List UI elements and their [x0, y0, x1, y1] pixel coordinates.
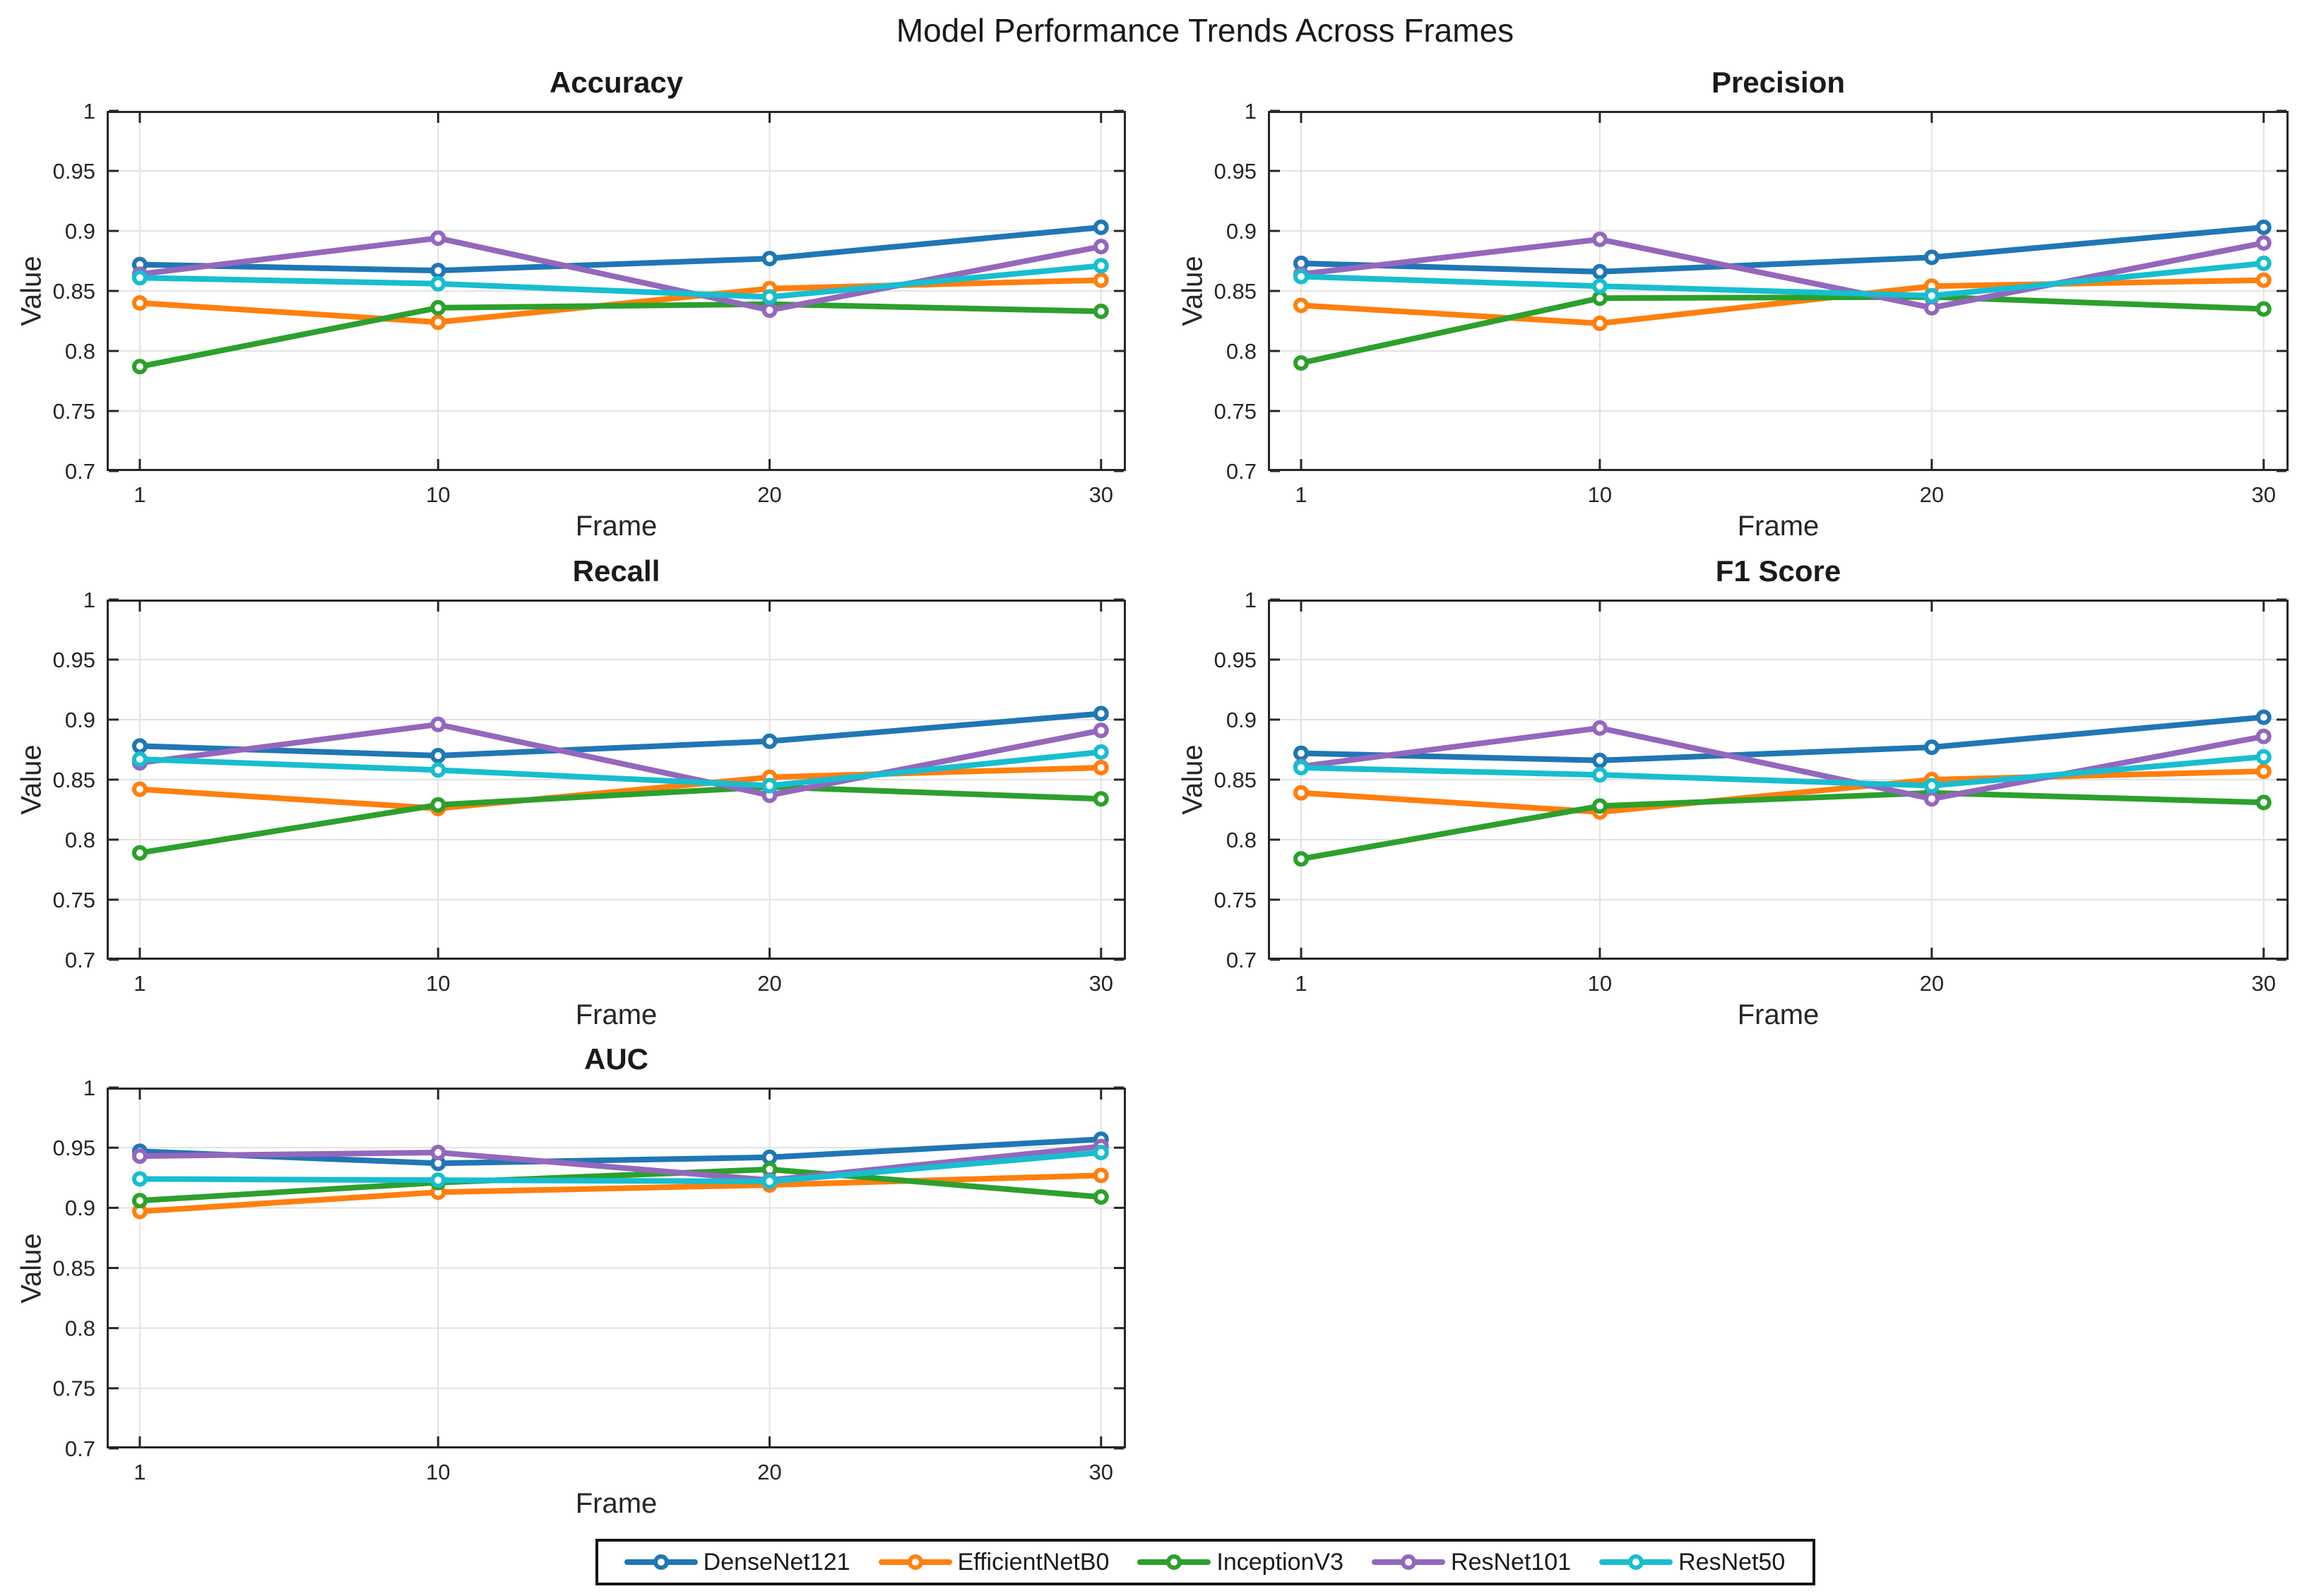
svg-text:1: 1 — [1245, 588, 1257, 612]
svg-text:0.85: 0.85 — [53, 1256, 95, 1280]
subplot-title-precision: Precision — [1711, 66, 1846, 99]
svg-text:30: 30 — [1089, 482, 1113, 507]
legend-item-inceptionv3: InceptionV3 — [1137, 1548, 1344, 1576]
svg-text:1: 1 — [83, 1076, 95, 1100]
svg-text:0.7: 0.7 — [65, 948, 95, 972]
legend-item-resnet50: ResNet50 — [1599, 1548, 1786, 1576]
svg-text:10: 10 — [426, 971, 450, 996]
figure-title: Model Performance Trends Across Frames — [896, 12, 1514, 49]
svg-text:20: 20 — [1920, 482, 1944, 507]
svg-text:0.85: 0.85 — [53, 279, 95, 304]
legend-label: ResNet101 — [1451, 1548, 1572, 1576]
svg-text:0.95: 0.95 — [1214, 648, 1257, 672]
svg-text:0.95: 0.95 — [53, 648, 95, 672]
subplot-auc: AUC Value 0.7 0.75 0.8 0.85 0.9 0.95 1 1 10 20 30 … — [16, 1042, 1126, 1519]
y-axis-label: Value — [1177, 256, 1209, 326]
plot-area-accuracy: 0.7 0.75 0.8 0.85 0.9 0.95 1 1 10 20 30 — [53, 99, 1126, 507]
svg-text:30: 30 — [2252, 482, 2276, 507]
svg-text:0.85: 0.85 — [1214, 279, 1257, 304]
legend-label: DenseNet121 — [703, 1548, 850, 1576]
x-axis-label: Frame — [575, 999, 658, 1030]
y-axis-label: Value — [1177, 744, 1209, 815]
plot-area-f1-score: 0.7 0.75 0.8 0.85 0.9 0.95 1 1 10 20 30 — [1214, 588, 2289, 996]
svg-text:0.85: 0.85 — [53, 768, 95, 792]
plot-area-recall: 0.7 0.75 0.8 0.85 0.9 0.95 1 1 10 20 30 — [53, 588, 1126, 996]
svg-text:0.9: 0.9 — [65, 708, 95, 732]
legend-label: ResNet50 — [1678, 1548, 1786, 1576]
svg-text:0.75: 0.75 — [53, 399, 95, 424]
line-marker-icon — [1372, 1554, 1446, 1570]
svg-text:1: 1 — [134, 971, 146, 996]
svg-text:0.8: 0.8 — [65, 1316, 95, 1341]
legend-item-efficientnetb0: EfficientNetB0 — [878, 1548, 1110, 1576]
svg-text:30: 30 — [1089, 1460, 1113, 1484]
svg-text:0.75: 0.75 — [1214, 399, 1257, 424]
svg-text:1: 1 — [1295, 971, 1307, 996]
subplot-title-recall: Recall — [572, 554, 660, 588]
svg-text:0.75: 0.75 — [53, 888, 95, 912]
svg-text:1: 1 — [83, 588, 95, 612]
y-axis-label: Value — [16, 1232, 47, 1304]
svg-text:1: 1 — [134, 482, 146, 507]
svg-text:1: 1 — [1295, 482, 1307, 507]
x-axis-label: Frame — [575, 1488, 658, 1519]
subplot-recall: Recall Value 0.7 0.75 0.8 0.85 0.9 0.95 1 1 10 20… — [16, 554, 1126, 1030]
plot-area-precision: 0.7 0.75 0.8 0.85 0.9 0.95 1 1 10 20 30 — [1214, 99, 2289, 507]
subplot-accuracy: Accuracy Value 0.7 0.75 0.8 0.85 0.9 0.95 1 1 10… — [16, 66, 1126, 542]
subplot-title-auc: AUC — [584, 1042, 648, 1076]
svg-text:0.95: 0.95 — [1214, 159, 1257, 184]
svg-text:0.7: 0.7 — [1226, 948, 1257, 972]
legend-item-resnet101: ResNet101 — [1372, 1548, 1572, 1576]
svg-text:1: 1 — [83, 99, 95, 124]
x-axis-label: Frame — [1737, 999, 1820, 1030]
svg-text:0.7: 0.7 — [65, 459, 95, 484]
svg-text:0.9: 0.9 — [1226, 708, 1257, 732]
svg-text:0.9: 0.9 — [1226, 219, 1257, 244]
svg-text:10: 10 — [426, 1460, 450, 1484]
line-marker-icon — [624, 1554, 698, 1570]
svg-text:0.75: 0.75 — [1214, 888, 1257, 912]
svg-text:0.85: 0.85 — [1214, 768, 1257, 792]
svg-text:0.75: 0.75 — [53, 1376, 95, 1401]
svg-text:20: 20 — [1920, 971, 1944, 996]
subplot-f1-score: F1 Score Value 0.7 0.75 0.8 0.85 0.9 0.95 1 1 10… — [1177, 554, 2289, 1030]
svg-text:20: 20 — [757, 1460, 781, 1484]
legend: DenseNet121 EfficientNetB0 InceptionV3 R… — [595, 1539, 1815, 1585]
x-axis-label: Frame — [575, 511, 658, 542]
svg-text:0.8: 0.8 — [65, 828, 95, 852]
svg-text:10: 10 — [426, 482, 450, 507]
line-marker-icon — [878, 1554, 952, 1570]
svg-text:30: 30 — [1089, 971, 1113, 996]
svg-text:0.9: 0.9 — [65, 1196, 95, 1220]
svg-text:0.95: 0.95 — [53, 159, 95, 184]
svg-text:10: 10 — [1588, 482, 1612, 507]
y-axis-label: Value — [16, 744, 47, 815]
subplot-precision: Precision Value 0.7 0.75 0.8 0.85 0.9 0.95 1 1 1… — [1177, 66, 2289, 542]
legend-label: InceptionV3 — [1216, 1548, 1344, 1576]
line-marker-icon — [1599, 1554, 1673, 1570]
svg-text:20: 20 — [757, 971, 781, 996]
svg-text:0.8: 0.8 — [1226, 339, 1257, 364]
svg-text:0.8: 0.8 — [65, 339, 95, 364]
subplot-title-f1-score: F1 Score — [1715, 554, 1841, 588]
svg-text:10: 10 — [1588, 971, 1612, 996]
svg-text:1: 1 — [134, 1460, 146, 1484]
svg-text:0.8: 0.8 — [1226, 828, 1257, 852]
svg-text:0.7: 0.7 — [1226, 459, 1257, 484]
subplot-title-accuracy: Accuracy — [549, 66, 684, 99]
svg-text:0.7: 0.7 — [65, 1436, 95, 1461]
legend-label: EfficientNetB0 — [957, 1548, 1110, 1576]
svg-text:20: 20 — [757, 482, 781, 507]
y-axis-label: Value — [16, 256, 47, 326]
line-marker-icon — [1137, 1554, 1211, 1570]
x-axis-label: Frame — [1737, 511, 1820, 542]
svg-text:30: 30 — [2252, 971, 2276, 996]
svg-text:1: 1 — [1245, 99, 1257, 124]
legend-item-densenet121: DenseNet121 — [624, 1548, 850, 1576]
svg-text:0.95: 0.95 — [53, 1136, 95, 1160]
plot-area-auc: 0.7 0.75 0.8 0.85 0.9 0.95 1 1 10 20 30 — [53, 1076, 1126, 1484]
svg-text:0.9: 0.9 — [65, 219, 95, 244]
